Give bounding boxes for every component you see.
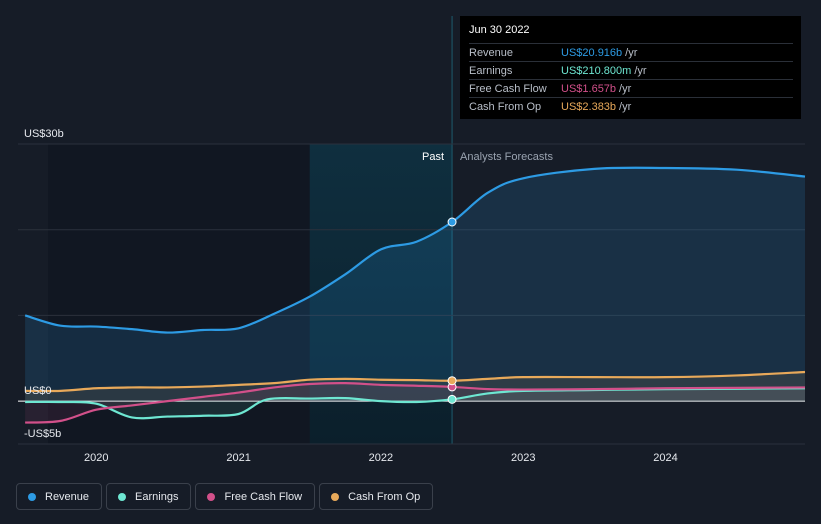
y-tick-label: US$0 bbox=[24, 385, 52, 397]
tooltip-unit: /yr bbox=[625, 46, 638, 59]
x-tick-label: 2021 bbox=[226, 452, 250, 464]
forecast-label: Analysts Forecasts bbox=[460, 151, 553, 163]
area-earnings bbox=[25, 388, 806, 419]
line-cfo bbox=[25, 370, 806, 393]
x-tick-label: 2020 bbox=[84, 452, 108, 464]
legend-item-earnings[interactable]: Earnings bbox=[106, 483, 192, 510]
tooltip-row-free-cash-flow: Free Cash Flow US$1.657b /yr bbox=[469, 79, 793, 97]
tooltip-row-cash-from-op: Cash From Op US$2.383b /yr bbox=[469, 97, 793, 115]
x-axis-labels: 2020 2021 2022 2023 2024 bbox=[84, 452, 678, 464]
legend-label: Free Cash Flow bbox=[224, 490, 303, 503]
tooltip-value: US$2.383b bbox=[561, 100, 617, 113]
legend-dot-icon bbox=[28, 492, 36, 501]
x-tick-label: 2023 bbox=[511, 452, 535, 464]
series-lines bbox=[24, 166, 806, 424]
legend-label: Cash From Op bbox=[348, 490, 421, 503]
y-axis-labels: US$30b US$0 -US$5b bbox=[24, 128, 64, 440]
tooltip-label: Cash From Op bbox=[469, 100, 542, 113]
legend-label: Revenue bbox=[45, 490, 90, 503]
tooltip-unit: /yr bbox=[634, 64, 647, 77]
y-tick-label: US$30b bbox=[24, 128, 64, 140]
tooltip-unit: /yr bbox=[619, 100, 632, 113]
tooltip-label: Free Cash Flow bbox=[469, 82, 547, 95]
gridlines bbox=[18, 143, 805, 445]
tooltip-value: US$1.657b bbox=[561, 82, 617, 95]
past-region bbox=[48, 16, 453, 444]
legend-dot-icon bbox=[331, 492, 340, 501]
area-revenue bbox=[25, 167, 806, 402]
tooltip-label: Earnings bbox=[469, 64, 513, 77]
tooltip-date: Jun 30 2022 bbox=[469, 24, 530, 36]
area-fcf bbox=[25, 383, 806, 423]
past-label: Past bbox=[422, 151, 444, 163]
legend-item-revenue[interactable]: Revenue bbox=[16, 483, 103, 510]
line-revenue bbox=[24, 166, 806, 334]
x-tick-label: 2022 bbox=[369, 452, 393, 464]
tooltip-value: US$20.916b bbox=[561, 46, 623, 59]
tooltip-row-revenue: Revenue US$20.916b /yr bbox=[469, 43, 793, 61]
series-markers bbox=[447, 217, 457, 404]
y-tick-label: -US$5b bbox=[24, 428, 61, 440]
marker-cfo bbox=[447, 376, 457, 386]
legend-label: Earnings bbox=[135, 490, 179, 503]
tooltip: Jun 30 2022 Revenue US$20.916b /yr Earni… bbox=[460, 16, 801, 119]
legend: Revenue Earnings Free Cash Flow Cash Fro… bbox=[16, 483, 434, 510]
past-highlight bbox=[309, 144, 453, 444]
line-fcf bbox=[25, 382, 806, 424]
legend-dot-icon bbox=[207, 492, 216, 501]
x-tick-label: 2024 bbox=[653, 452, 677, 464]
legend-dot-icon bbox=[118, 492, 127, 501]
marker-earnings bbox=[447, 394, 457, 404]
tooltip-unit: /yr bbox=[619, 82, 632, 95]
legend-item-free-cash-flow[interactable]: Free Cash Flow bbox=[195, 483, 316, 510]
marker-revenue bbox=[447, 217, 457, 227]
tooltip-row-earnings: Earnings US$210.800m /yr bbox=[469, 61, 793, 79]
tooltip-value: US$210.800m bbox=[561, 64, 632, 77]
tooltip-label: Revenue bbox=[469, 46, 514, 59]
legend-item-cash-from-op[interactable]: Cash From Op bbox=[319, 483, 434, 510]
